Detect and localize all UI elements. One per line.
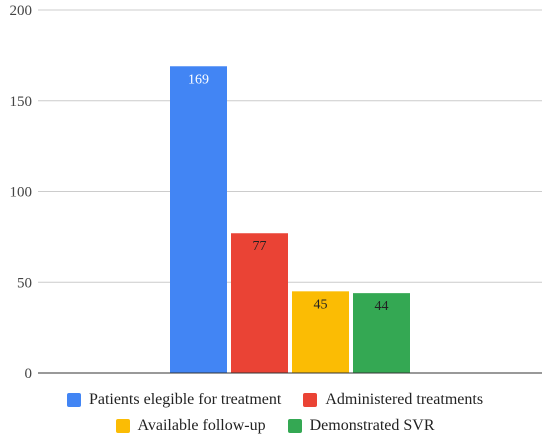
bar-1 bbox=[170, 66, 227, 373]
legend-item: Demonstrated SVR bbox=[287, 417, 435, 435]
y-tick-label: 150 bbox=[10, 94, 33, 110]
legend-item: Administered treatments bbox=[303, 391, 483, 409]
legend-label: Patients elegible for treatment bbox=[88, 391, 282, 408]
bar-chart: 0 50 100 150 200 169 77 45 44 bbox=[10, 3, 542, 382]
legend-label: Available follow-up bbox=[137, 417, 266, 434]
bar-3 bbox=[292, 291, 349, 373]
legend-swatch bbox=[115, 419, 130, 433]
legend-row-1: Patients elegible for treatment Administe… bbox=[0, 388, 550, 412]
data-label-3: 45 bbox=[314, 297, 328, 312]
legend-swatch bbox=[303, 393, 318, 407]
data-label-2: 77 bbox=[253, 239, 267, 254]
y-axis-ticks: 0 50 100 150 200 bbox=[10, 3, 33, 382]
legend-swatch bbox=[66, 393, 81, 407]
data-label-4: 44 bbox=[375, 299, 389, 314]
legend-swatch bbox=[287, 419, 302, 433]
legend: Patients elegible for treatment Administe… bbox=[0, 388, 550, 440]
data-label-1: 169 bbox=[188, 72, 209, 87]
y-tick-label: 50 bbox=[17, 275, 32, 291]
y-tick-label: 100 bbox=[10, 185, 33, 201]
legend-item: Patients elegible for treatment bbox=[66, 391, 282, 409]
legend-label: Demonstrated SVR bbox=[309, 417, 435, 434]
legend-item: Available follow-up bbox=[115, 417, 266, 435]
legend-row-2: Available follow-up Demonstrated SVR bbox=[0, 414, 550, 438]
bar-2 bbox=[231, 233, 288, 373]
legend-label: Administered treatments bbox=[325, 391, 484, 408]
data-labels: 169 77 45 44 bbox=[188, 72, 389, 314]
y-tick-label: 0 bbox=[25, 366, 33, 382]
bars bbox=[170, 66, 410, 373]
gridlines bbox=[38, 9, 542, 283]
bar-4 bbox=[353, 293, 410, 373]
y-tick-label: 200 bbox=[10, 3, 33, 19]
